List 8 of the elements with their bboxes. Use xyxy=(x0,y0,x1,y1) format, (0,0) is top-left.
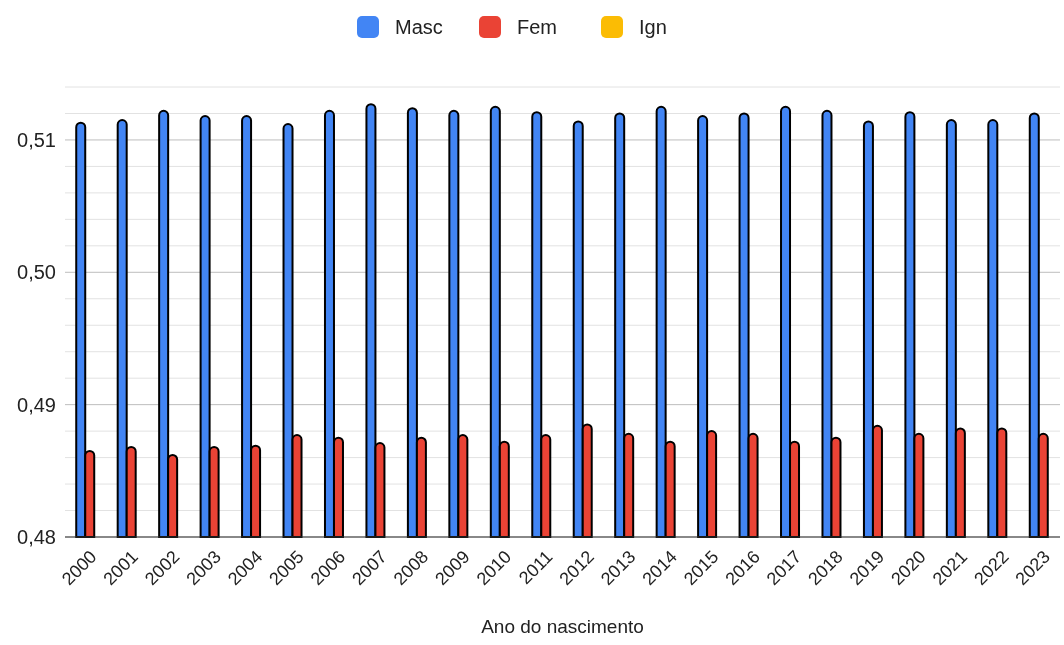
y-tick-label: 0,50 xyxy=(17,261,56,284)
legend-label: Ign xyxy=(639,16,667,38)
y-tick-label: 0,49 xyxy=(17,393,56,416)
y-tick-label: 0,48 xyxy=(17,526,56,548)
x-axis-title: Ano do nascimento xyxy=(481,616,644,637)
legend-label: Fem xyxy=(517,16,557,38)
legend-label: Masc xyxy=(395,16,443,38)
y-tick-label: 0,51 xyxy=(17,128,56,151)
